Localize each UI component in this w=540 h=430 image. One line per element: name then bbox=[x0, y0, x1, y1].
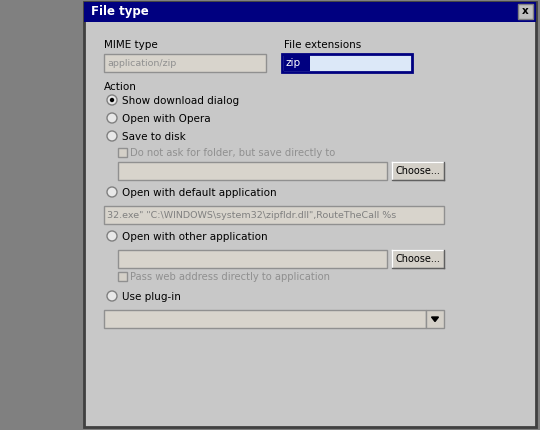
Circle shape bbox=[107, 231, 117, 241]
Bar bbox=[392, 250, 444, 268]
Circle shape bbox=[107, 291, 117, 301]
Text: Save to disk: Save to disk bbox=[122, 132, 186, 142]
Bar bbox=[284, 55, 310, 71]
Text: Open with Opera: Open with Opera bbox=[122, 114, 211, 124]
Bar bbox=[282, 54, 412, 72]
Circle shape bbox=[107, 131, 117, 141]
Text: File extensions: File extensions bbox=[284, 40, 361, 50]
Text: zip: zip bbox=[285, 58, 300, 68]
Text: Open with default application: Open with default application bbox=[122, 188, 276, 198]
Bar bbox=[426, 310, 444, 328]
Circle shape bbox=[107, 113, 117, 123]
Text: Choose...: Choose... bbox=[396, 254, 441, 264]
Text: Show download dialog: Show download dialog bbox=[122, 96, 239, 106]
Text: Pass web address directly to application: Pass web address directly to application bbox=[130, 272, 330, 282]
Bar bbox=[518, 4, 533, 19]
Text: x: x bbox=[522, 6, 529, 16]
Text: File type: File type bbox=[91, 6, 148, 18]
Text: Choose...: Choose... bbox=[396, 166, 441, 176]
Text: Open with other application: Open with other application bbox=[122, 232, 268, 242]
Bar bbox=[118, 148, 127, 157]
Bar bbox=[104, 310, 426, 328]
Bar bbox=[392, 162, 444, 180]
Text: MIME type: MIME type bbox=[104, 40, 158, 50]
Bar bbox=[84, 2, 536, 427]
Text: application/zip: application/zip bbox=[107, 58, 176, 68]
Bar bbox=[118, 272, 127, 281]
Bar bbox=[104, 206, 444, 224]
Text: Action: Action bbox=[104, 82, 137, 92]
Circle shape bbox=[110, 98, 114, 102]
Polygon shape bbox=[431, 317, 438, 322]
Circle shape bbox=[107, 187, 117, 197]
Bar bbox=[104, 54, 266, 72]
Bar bbox=[84, 2, 536, 22]
Bar bbox=[118, 162, 387, 180]
Circle shape bbox=[107, 95, 117, 105]
Bar bbox=[118, 250, 387, 268]
Text: Do not ask for folder, but save directly to: Do not ask for folder, but save directly… bbox=[130, 148, 335, 158]
Text: Use plug-in: Use plug-in bbox=[122, 292, 181, 302]
Text: 32.exe" "C:\WINDOWS\system32\zipfldr.dll",RouteTheCall %s: 32.exe" "C:\WINDOWS\system32\zipfldr.dll… bbox=[107, 211, 396, 219]
